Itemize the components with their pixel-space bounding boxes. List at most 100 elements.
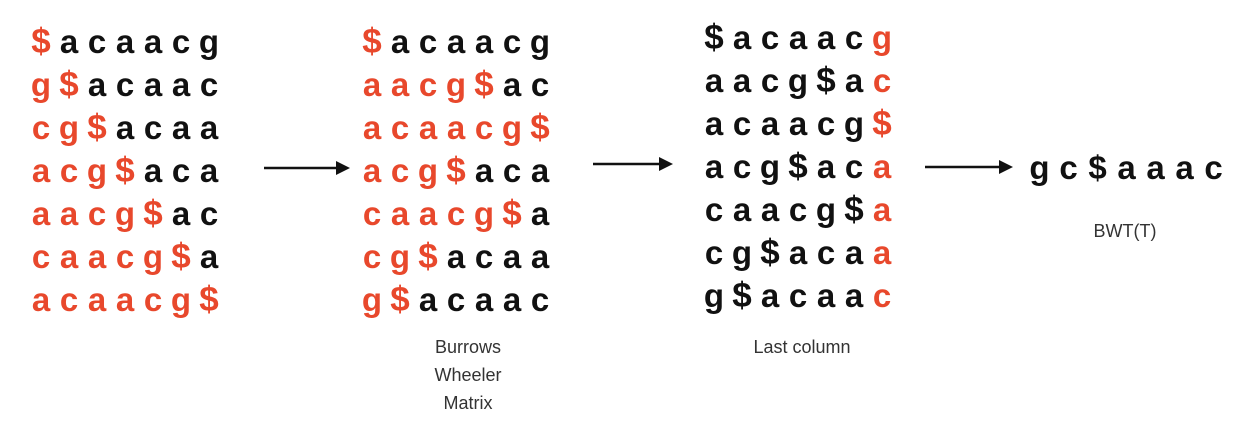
matrix-char: c bbox=[474, 237, 494, 275]
caption-line: Wheeler bbox=[434, 365, 502, 385]
dollar-sign: $ bbox=[816, 60, 836, 100]
matrix-char: a bbox=[362, 151, 382, 189]
matrix-row: $ a c a a c g bbox=[27, 20, 223, 63]
matrix-char: c bbox=[87, 194, 107, 232]
matrix-char: c bbox=[59, 151, 79, 189]
matrix-char: c bbox=[143, 280, 163, 318]
dollar-sign: $ bbox=[530, 107, 550, 147]
matrix-char: a bbox=[732, 61, 752, 99]
matrix-char: g bbox=[843, 104, 865, 142]
matrix-char: g bbox=[703, 276, 725, 314]
matrix-char: c bbox=[87, 22, 107, 60]
matrix-row: c g $ a c a a bbox=[358, 235, 554, 278]
matrix-char: a bbox=[87, 237, 107, 275]
last-column-caption: Last column bbox=[722, 333, 882, 361]
matrix-row: g $ a c a a c bbox=[27, 63, 223, 106]
matrix-row: c g $ a c a a bbox=[700, 231, 896, 274]
matrix-char: a bbox=[704, 61, 724, 99]
dollar-sign: $ bbox=[844, 189, 864, 229]
matrix-char: a bbox=[788, 233, 808, 271]
matrix-char: a bbox=[143, 22, 163, 60]
bwt-string: g c $ a a a c bbox=[1025, 149, 1228, 187]
matrix-char: c bbox=[704, 190, 724, 228]
matrix-char: a bbox=[31, 194, 51, 232]
dollar-sign: $ bbox=[474, 64, 494, 104]
dollar-sign: $ bbox=[1088, 149, 1107, 186]
matrix-char: c bbox=[760, 18, 780, 56]
matrix-char: a bbox=[87, 280, 107, 318]
matrix-row: c a a c g $ a bbox=[700, 188, 896, 231]
dollar-sign: $ bbox=[31, 21, 51, 61]
dollar-sign: $ bbox=[171, 236, 191, 276]
matrix-char: c bbox=[199, 194, 219, 232]
matrix-char: c bbox=[788, 276, 808, 314]
matrix-char: g bbox=[361, 280, 383, 318]
matrix-char: a bbox=[171, 65, 191, 103]
matrix-char: c bbox=[143, 108, 163, 146]
matrix-char: g bbox=[417, 151, 439, 189]
matrix-char: g bbox=[170, 280, 192, 318]
dollar-sign: $ bbox=[199, 279, 219, 319]
matrix-char: c bbox=[732, 147, 752, 185]
last-column-matrix: $ a c a a c g a a c g $ a c a c a a c g $ a c g $ a c a c a a c g $ a c g $ a c… bbox=[700, 16, 896, 317]
matrix-char: a bbox=[844, 61, 864, 99]
dollar-sign: $ bbox=[362, 21, 382, 61]
bwt-label-text: BWT(T) bbox=[1093, 221, 1157, 241]
matrix-char: c bbox=[418, 65, 438, 103]
matrix-char: a bbox=[530, 151, 550, 189]
dollar-sign: $ bbox=[502, 193, 522, 233]
dollar-sign: $ bbox=[446, 150, 466, 190]
matrix-char: a bbox=[199, 108, 219, 146]
dollar-sign: $ bbox=[418, 236, 438, 276]
matrix-char: g bbox=[198, 22, 220, 60]
dollar-sign: $ bbox=[704, 17, 724, 57]
matrix-char: a bbox=[872, 233, 892, 271]
bwt-char: a bbox=[1146, 149, 1165, 186]
bwt-char: a bbox=[1117, 149, 1136, 186]
matrix-char: c bbox=[199, 65, 219, 103]
matrix-char: c bbox=[530, 65, 550, 103]
matrix-row: $ a c a a c g bbox=[358, 20, 554, 63]
matrix-char: c bbox=[816, 104, 836, 142]
matrix-char: a bbox=[362, 65, 382, 103]
bwt-char: c bbox=[1059, 149, 1078, 186]
matrix-char: a bbox=[171, 108, 191, 146]
dollar-sign: $ bbox=[59, 64, 79, 104]
matrix-char: g bbox=[731, 233, 753, 271]
matrix-char: g bbox=[473, 194, 495, 232]
matrix-char: c bbox=[418, 22, 438, 60]
matrix-row: c a a c g $ a bbox=[358, 192, 554, 235]
matrix-char: a bbox=[788, 18, 808, 56]
matrix-char: a bbox=[760, 190, 780, 228]
arrow-right-icon bbox=[264, 161, 350, 175]
caption-line: Last column bbox=[753, 337, 851, 357]
matrix-row: a c g $ a c a bbox=[358, 149, 554, 192]
matrix-char: a bbox=[31, 151, 51, 189]
matrix-char: c bbox=[502, 151, 522, 189]
caption-line: Burrows bbox=[434, 337, 501, 357]
matrix-char: c bbox=[446, 280, 466, 318]
matrix-char: a bbox=[760, 276, 780, 314]
matrix-char: a bbox=[446, 22, 466, 60]
matrix-char: c bbox=[115, 65, 135, 103]
matrix-char: g bbox=[389, 237, 411, 275]
rotations-matrix: $ a c a a c g g $ a c a a c c g $ a c a a a c g $ a c a a a c g $ a c c a a c g… bbox=[27, 20, 223, 321]
matrix-char: a bbox=[844, 276, 864, 314]
dollar-sign: $ bbox=[390, 279, 410, 319]
matrix-char: c bbox=[362, 194, 382, 232]
matrix-row: $ a c a a c g bbox=[700, 16, 896, 59]
bwt-label: BWT(T) bbox=[1070, 217, 1180, 245]
matrix-char: a bbox=[87, 65, 107, 103]
matrix-char: a bbox=[446, 108, 466, 146]
matrix-char: c bbox=[530, 280, 550, 318]
matrix-char: a bbox=[171, 194, 191, 232]
bwt-char: a bbox=[1175, 149, 1194, 186]
matrix-row: g $ a c a a c bbox=[358, 278, 554, 321]
matrix-char: c bbox=[872, 276, 892, 314]
matrix-char: a bbox=[788, 104, 808, 142]
caption-line: Matrix bbox=[443, 393, 493, 413]
matrix-char: a bbox=[143, 65, 163, 103]
arrow-right-icon bbox=[925, 160, 1013, 174]
matrix-char: g bbox=[501, 108, 523, 146]
matrix-char: c bbox=[788, 190, 808, 228]
